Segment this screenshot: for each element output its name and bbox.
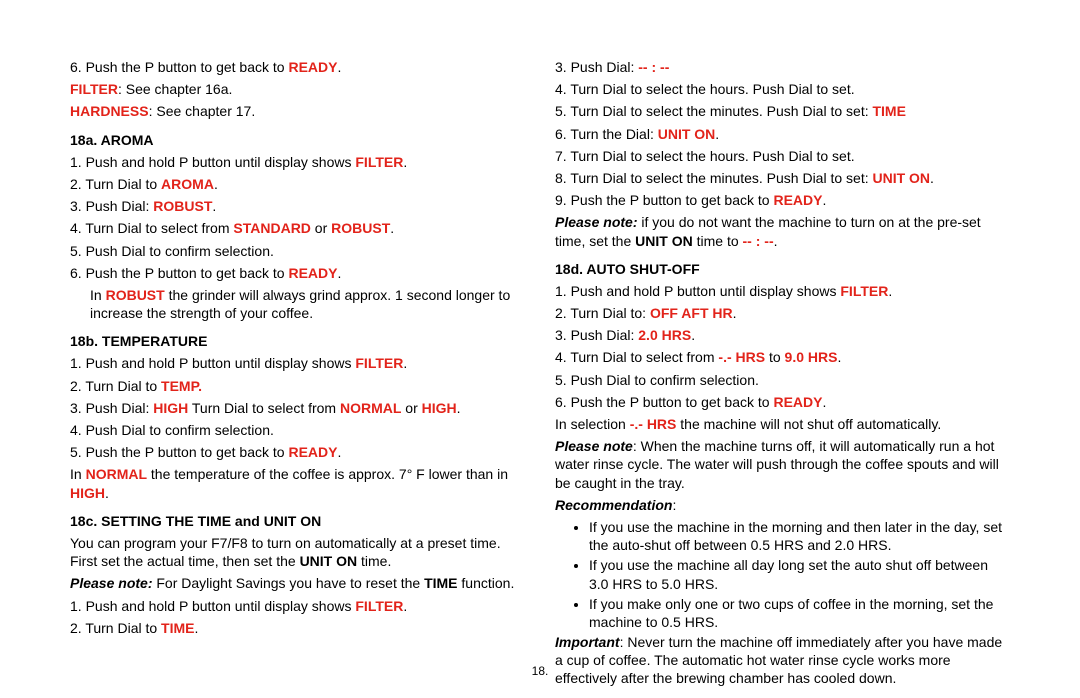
- kw-filter: FILTER: [840, 283, 888, 299]
- kw-ready: READY: [773, 394, 822, 410]
- list-item: 4. Push Dial to confirm selection.: [70, 421, 525, 439]
- section-18a: 18a. AROMA 1. Push and hold P button unt…: [70, 131, 525, 323]
- kw-hardness: HARDNESS: [70, 103, 149, 119]
- text: : See chapter 16a.: [118, 81, 232, 97]
- please-note: Please note: if you do not want the mach…: [555, 213, 1010, 249]
- kw-filter: FILTER: [70, 81, 118, 97]
- section-title: 18d. AUTO SHUT-OFF: [555, 261, 700, 277]
- kw-normal: NORMAL: [86, 466, 147, 482]
- kw-time: TIME: [161, 620, 194, 636]
- list-item: 2. Turn Dial to AROMA.: [70, 175, 525, 193]
- intro: You can program your F7/F8 to turn on au…: [70, 534, 525, 570]
- kw-unit-on: UNIT ON: [658, 126, 716, 142]
- kw-hrs: 2.0 HRS: [638, 327, 691, 343]
- right-column: 3. Push Dial: -- : -- 4. Turn Dial to se…: [555, 58, 1010, 692]
- important-label: Important: [555, 634, 620, 650]
- kw-off-aft-hr: OFF AFT HR: [650, 305, 733, 321]
- page: 6. Push the P button to get back to READ…: [0, 0, 1080, 698]
- kw-robust: ROBUST: [153, 198, 212, 214]
- kw-ready: READY: [288, 265, 337, 281]
- kw-time-blank: -- : --: [638, 59, 669, 75]
- text: .: [337, 59, 341, 75]
- list-item: 6. Push the P button to get back to READ…: [555, 393, 1010, 411]
- list-item: 2. Turn Dial to TIME.: [70, 619, 525, 637]
- hardness-ref: HARDNESS: See chapter 17.: [70, 102, 525, 120]
- section-18b: 18b. TEMPERATURE 1. Push and hold P butt…: [70, 332, 525, 502]
- list-item: 1. Push and hold P button until display …: [70, 354, 525, 372]
- kw-unit-on: UNIT ON: [872, 170, 930, 186]
- list-item: 1. Push and hold P button until display …: [70, 597, 525, 615]
- note-label: Please note:: [70, 575, 152, 591]
- kw-high: HIGH: [70, 485, 105, 501]
- please-note: Please note: For Daylight Savings you ha…: [70, 574, 525, 592]
- list-item: If you use the machine in the morning an…: [589, 518, 1010, 554]
- list-item: 9. Push the P button to get back to READ…: [555, 191, 1010, 209]
- important-note: Important: Never turn the machine off im…: [555, 633, 1010, 688]
- section-title: 18b. TEMPERATURE: [70, 333, 207, 349]
- kw-ready: READY: [773, 192, 822, 208]
- section-18c: 18c. SETTING THE TIME and UNIT ON You ca…: [70, 512, 525, 637]
- list-item: 5. Push Dial to confirm selection.: [70, 242, 525, 260]
- kw-hrs: -.- HRS: [718, 349, 765, 365]
- please-note: Please note: When the machine turns off,…: [555, 437, 1010, 492]
- list-item: 2. Turn Dial to: OFF AFT HR.: [555, 304, 1010, 322]
- kw-high: HIGH: [422, 400, 457, 416]
- page-number: 18.: [0, 664, 1080, 678]
- list-item: 2. Turn Dial to TEMP.: [70, 377, 525, 395]
- list-item: 4. Turn Dial to select the hours. Push D…: [555, 80, 1010, 98]
- list-item: 4. Turn Dial to select from -.- HRS to 9…: [555, 348, 1010, 366]
- list-item: 5. Turn Dial to select the minutes. Push…: [555, 102, 1010, 120]
- list-item: If you use the machine all day long set …: [589, 556, 1010, 592]
- list-item: 6. Turn the Dial: UNIT ON.: [555, 125, 1010, 143]
- columns: 6. Push the P button to get back to READ…: [70, 58, 1010, 692]
- kw-unit-on: UNIT ON: [300, 553, 358, 569]
- list-item: 5. Push the P button to get back to READ…: [70, 443, 525, 461]
- section-title: 18a. AROMA: [70, 132, 154, 148]
- text: : See chapter 17.: [149, 103, 256, 119]
- list-item: 6. Push the P button to get back to READ…: [70, 264, 525, 282]
- kw-filter: FILTER: [355, 154, 403, 170]
- list-item: 3. Push Dial: -- : --: [555, 58, 1010, 76]
- kw-high: HIGH: [153, 400, 188, 416]
- list-item: 7. Turn Dial to select the hours. Push D…: [555, 147, 1010, 165]
- list-item: If you make only one or two cups of coff…: [589, 595, 1010, 631]
- kw-ready: READY: [288, 444, 337, 460]
- step-6: 6. Push the P button to get back to READ…: [70, 58, 525, 76]
- note: In NORMAL the temperature of the coffee …: [70, 465, 525, 501]
- kw-hrs: 9.0 HRS: [785, 349, 838, 365]
- recommendation-list: If you use the machine in the morning an…: [555, 518, 1010, 631]
- kw-filter: FILTER: [355, 355, 403, 371]
- text: 6. Push the P button to get back to: [70, 59, 288, 75]
- list-item: 1. Push and hold P button until display …: [555, 282, 1010, 300]
- section-title: 18c. SETTING THE TIME and UNIT ON: [70, 513, 321, 529]
- list-item: 8. Turn Dial to select the minutes. Push…: [555, 169, 1010, 187]
- note-label: Please note:: [555, 214, 637, 230]
- section-18d: 18d. AUTO SHUT-OFF 1. Push and hold P bu…: [555, 260, 1010, 688]
- list-item: 5. Push Dial to confirm selection.: [555, 371, 1010, 389]
- kw-aroma: AROMA: [161, 176, 214, 192]
- kw-normal: NORMAL: [340, 400, 401, 416]
- list-item: 3. Push Dial: HIGH Turn Dial to select f…: [70, 399, 525, 417]
- list-item: 3. Push Dial: 2.0 HRS.: [555, 326, 1010, 344]
- kw-time-blank: -- : --: [743, 233, 774, 249]
- list-item: 4. Turn Dial to select from STANDARD or …: [70, 219, 525, 237]
- kw-hrs: -.- HRS: [630, 416, 677, 432]
- kw-ready: READY: [288, 59, 337, 75]
- kw-time: TIME: [424, 575, 457, 591]
- kw-robust: ROBUST: [106, 287, 165, 303]
- kw-temp: TEMP.: [161, 378, 202, 394]
- kw-unit-on: UNIT ON: [635, 233, 693, 249]
- note: In ROBUST the grinder will always grind …: [70, 286, 525, 322]
- list-item: 3. Push Dial: ROBUST.: [70, 197, 525, 215]
- kw-robust: ROBUST: [331, 220, 390, 236]
- note: In selection -.- HRS the machine will no…: [555, 415, 1010, 433]
- list-item: 1. Push and hold P button until display …: [70, 153, 525, 171]
- filter-ref: FILTER: See chapter 16a.: [70, 80, 525, 98]
- note-label: Please note: [555, 438, 633, 454]
- kw-filter: FILTER: [355, 598, 403, 614]
- recommendation-label: Recommendation:: [555, 496, 1010, 514]
- kw-time: TIME: [872, 103, 905, 119]
- kw-standard: STANDARD: [233, 220, 311, 236]
- left-column: 6. Push the P button to get back to READ…: [70, 58, 525, 692]
